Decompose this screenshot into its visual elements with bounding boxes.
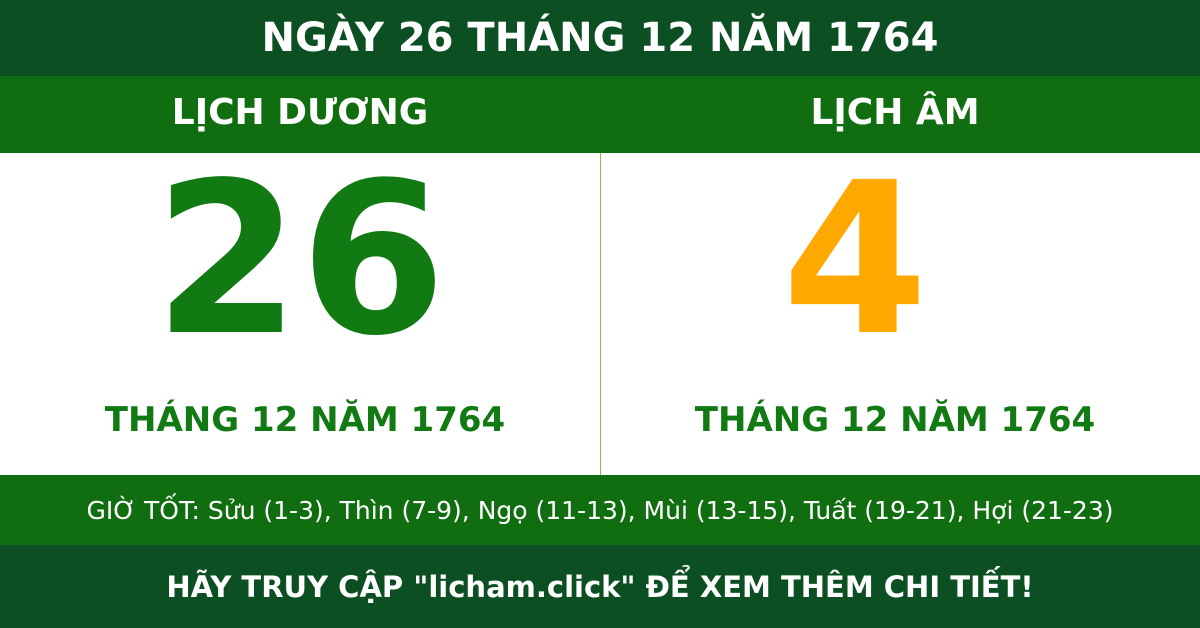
lunar-label: LỊCH ÂM <box>810 92 980 133</box>
footer: HÃY TRUY CẬP "licham.click" ĐỂ XEM THÊM … <box>0 545 1200 628</box>
divider <box>600 153 601 475</box>
title: NGÀY 26 THÁNG 12 NĂM 1764 <box>0 0 1200 76</box>
solar-label: LỊCH DƯƠNG <box>171 92 429 133</box>
solar-month-year: THÁNG 12 NĂM 1764 <box>104 400 506 440</box>
lunar-month-year: THÁNG 12 NĂM 1764 <box>694 400 1096 440</box>
good-hours: GIỜ TỐT: Sửu (1-3), Thìn (7-9), Ngọ (11-… <box>0 475 1200 545</box>
solar-day: 26 <box>153 137 447 382</box>
label-bar <box>0 76 1200 153</box>
lunar-day: 4 <box>781 137 929 382</box>
